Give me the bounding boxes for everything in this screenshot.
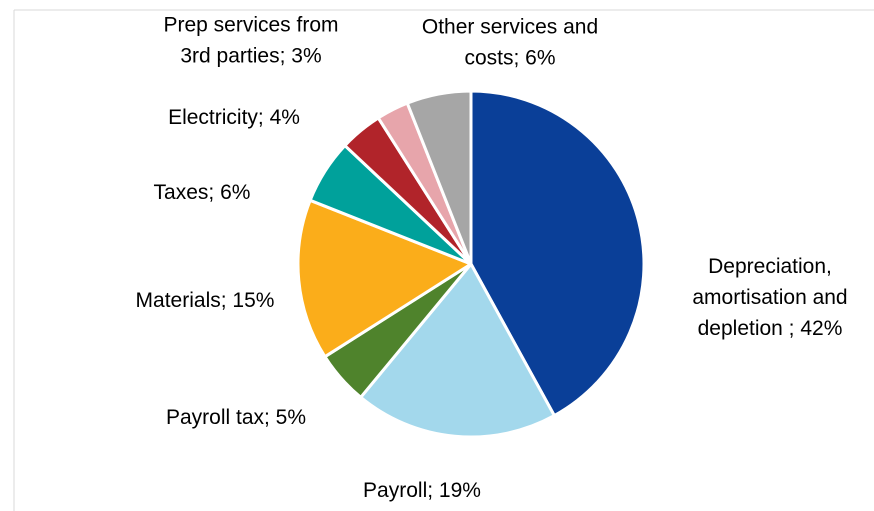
data-label-payroll-tax: Payroll tax; 5% (166, 406, 306, 429)
data-label-materials: Materials; 15% (136, 289, 275, 312)
data-label-electricity: Electricity; 4% (168, 106, 300, 129)
data-label-line: Depreciation, (708, 255, 832, 278)
pie-slice-other-services-and-costs (405, 89, 473, 266)
data-label-line: costs; 6% (464, 47, 555, 70)
data-label-line: Materials; 15% (136, 289, 275, 312)
data-label-line: Taxes; 6% (154, 181, 251, 204)
data-label-depreciation-amortisation-and-depletion: Depreciation, amortisation and depletion ;… (692, 255, 847, 340)
data-label-line: Payroll; 19% (363, 479, 481, 502)
data-label-line: Other services and (422, 16, 598, 39)
pie-slice-depreciation-amortisation-and-depletion (469, 89, 646, 418)
data-label-line: Payroll tax; 5% (166, 406, 306, 429)
data-label-taxes: Taxes; 6% (154, 181, 251, 204)
pie-slice-payroll (359, 262, 556, 439)
data-label-line: Electricity; 4% (168, 106, 300, 129)
pie-labels: Depreciation, amortisation and depletion ;… (136, 14, 848, 503)
data-label-prep-services-from-3rd-parties: Prep services from 3rd parties; 3% (163, 14, 338, 68)
data-label-line: depletion ; 42% (698, 317, 843, 340)
pie-slices (296, 89, 646, 439)
data-label-line: Prep services from (163, 14, 338, 37)
pie-slice-materials (296, 198, 473, 359)
data-label-other-services-and-costs: Other services and costs; 6% (422, 16, 598, 70)
data-label-line: 3rd parties; 3% (180, 45, 321, 68)
data-label-line: amortisation and (692, 286, 847, 309)
data-label-payroll: Payroll; 19% (363, 479, 481, 502)
